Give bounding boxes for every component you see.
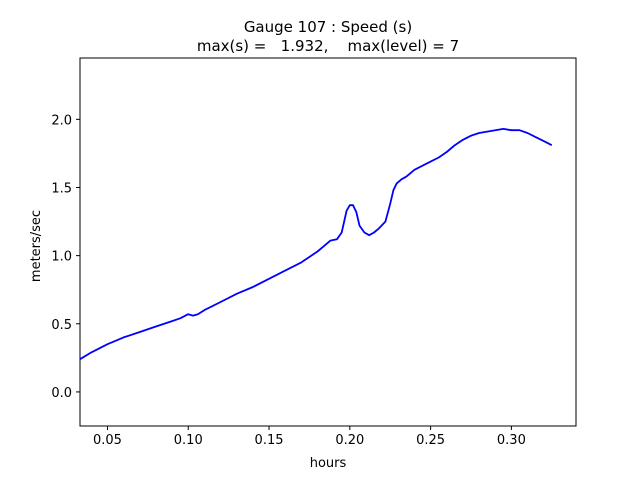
y-tick-label: 1.0	[51, 250, 72, 265]
x-tick-label: 0.20	[335, 433, 364, 448]
y-axis-label: meters/sec	[29, 210, 44, 282]
x-tick-label: 0.15	[255, 433, 284, 448]
plot-frame	[79, 57, 577, 427]
plot-area: 0.05 0.10 0.15 0.20 0.25 0.30 0.0 0.5 1.0 1.5 2.0	[51, 57, 577, 448]
chart-subtitle: max(s) = 1.932, max(level) = 7	[197, 37, 459, 55]
y-tick-label: 1.5	[51, 181, 72, 196]
y-tick-label: 0.5	[51, 318, 72, 333]
y-tick-label: 2.0	[51, 113, 72, 128]
chart-title: Gauge 107 : Speed (s)	[244, 18, 412, 36]
speed-series-line	[79, 127, 553, 360]
x-tick-label: 0.05	[93, 433, 122, 448]
x-axis-label: hours	[310, 456, 347, 471]
y-tick-label: 0.0	[51, 386, 72, 401]
x-tick-label: 0.10	[174, 433, 203, 448]
x-tick-label: 0.25	[416, 433, 445, 448]
x-tick-label: 0.30	[497, 433, 526, 448]
